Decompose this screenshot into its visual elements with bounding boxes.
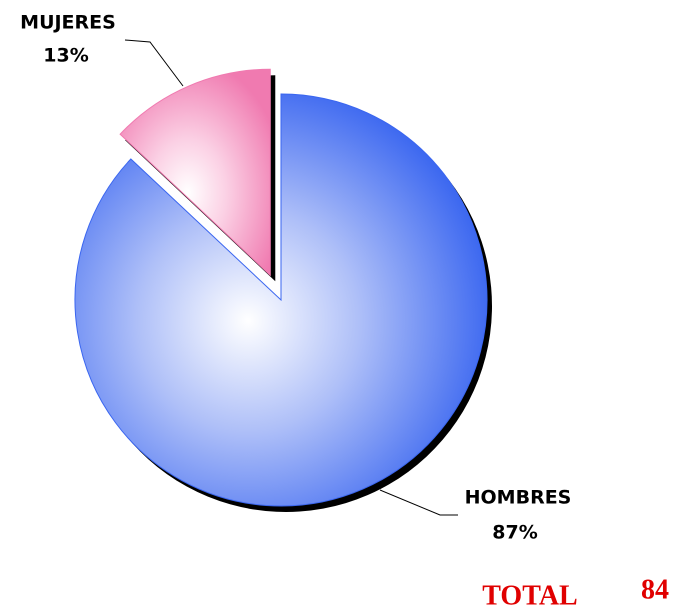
slice [74, 93, 488, 507]
pie [74, 68, 492, 512]
total-label: TOTAL [482, 580, 577, 611]
slice [119, 68, 271, 277]
slice-label: MUJERES [20, 12, 116, 34]
slice-label: HOMBRES [465, 487, 572, 509]
slice-value-label: 13% [43, 45, 88, 67]
slice-value-label: 87% [492, 522, 537, 544]
leader-line [124, 39, 184, 87]
leader-line [379, 489, 458, 516]
total-value: 84 [641, 574, 669, 605]
